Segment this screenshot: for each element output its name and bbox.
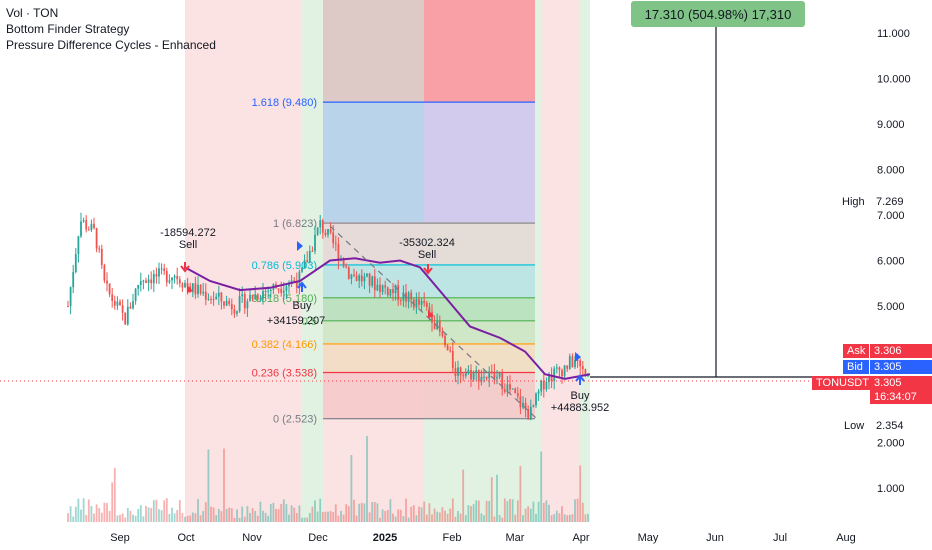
time-tick-label: Apr — [572, 532, 589, 544]
time-tick-label: Aug — [836, 532, 856, 544]
time-tick-label: May — [638, 532, 659, 544]
price-tick-label: 2.000 — [877, 438, 905, 450]
symbol-label: TONUSDT — [812, 376, 870, 390]
signal-value: -18594.272 — [160, 227, 216, 239]
time-tick-label: Sep — [110, 532, 130, 544]
fib-zone-above-grey — [323, 0, 424, 102]
sell-arrow-icon — [423, 264, 433, 275]
fib-retracement[interactable]: 1.618 (9.480)1 (6.823)0.786 (5.903)0.618… — [252, 0, 535, 426]
fib-level-label: 0.5 — [302, 316, 317, 328]
buy-arrow-icon — [575, 374, 585, 385]
low-label: Low — [840, 419, 869, 433]
high-label: High — [838, 195, 869, 209]
fib-zone-1618-blue — [323, 102, 424, 222]
fib-level-label: 0.236 (3.538) — [252, 368, 317, 380]
signal-value: +34159.207 — [267, 315, 325, 327]
time-tick-label: Oct — [177, 532, 194, 544]
candlesticks — [67, 212, 589, 421]
price-tick-label: 5.000 — [877, 301, 905, 313]
fib-zone-1-0786 — [323, 222, 535, 264]
time-tick-label: 2025 — [373, 532, 397, 544]
buy-arrow-icon — [297, 281, 307, 292]
signal-labels: -18594.272 Sell -35302.324 Sell Buy +341… — [160, 227, 609, 414]
time-tick-label: Jul — [773, 532, 787, 544]
volume-bars — [67, 435, 589, 522]
price-tick-label: 11.000 — [877, 28, 910, 40]
fib-level-label: 1 (6.823) — [273, 218, 317, 230]
time-tick-label: Feb — [443, 532, 462, 544]
fib-level-label: 0.382 (4.166) — [252, 339, 317, 351]
fib-zone-1618-violet — [424, 102, 535, 222]
ask-label: Ask — [843, 344, 869, 358]
fib-zone-0236-0 — [323, 372, 535, 418]
high-value: 7.269 — [876, 196, 904, 208]
indicator-vol[interactable]: Vol · TON — [6, 6, 59, 20]
price-tick-label: 1.000 — [877, 483, 905, 495]
price-tick-label: 10.000 — [877, 74, 911, 86]
fib-level-label: 1.618 (9.480) — [252, 97, 317, 109]
buy-triangle-icon — [297, 241, 303, 251]
price-tick-label: 7.000 — [877, 210, 905, 222]
signal-side: Sell — [179, 239, 197, 251]
price-tick-label: 8.000 — [877, 165, 905, 177]
signal-value: -35302.324 — [399, 237, 455, 249]
indicator-pressure-cycles[interactable]: Pressure Difference Cycles - Enhanced — [6, 38, 216, 52]
time-tick-label: Nov — [242, 532, 262, 544]
measure-tooltip: 17.310 (504.98%) 17,310 — [631, 1, 805, 27]
time-tick-label: Jun — [706, 532, 724, 544]
signal-value: +44883.952 — [551, 402, 609, 414]
fib-level-label: 0 (2.523) — [273, 414, 317, 426]
fib-level-label: 0.786 (5.903) — [252, 260, 317, 272]
time-tick-label: Dec — [308, 532, 328, 544]
cycle-green-zone — [580, 0, 590, 522]
time-tick-label: Mar — [506, 532, 525, 544]
price-tick-label: 9.000 — [877, 119, 905, 131]
sell-triangle-icon — [428, 310, 434, 318]
fib-zone-1618-grey — [424, 0, 535, 102]
time-axis[interactable]: Sep Oct Nov Dec 2025 Feb Mar Apr May Jun Jul Aug — [110, 532, 856, 544]
bid-label: Bid — [843, 360, 869, 374]
signal-side: Buy — [293, 300, 312, 312]
bar-countdown: 16:34:07 — [870, 390, 932, 404]
cycle-green-zone — [301, 0, 323, 522]
trend-dashed-line — [329, 225, 537, 419]
cycle-red-zone — [185, 0, 301, 522]
buy-triangle-icon — [575, 352, 581, 362]
sell-triangle-icon — [187, 285, 193, 293]
bid-value: 3.305 — [870, 360, 932, 374]
low-value: 2.354 — [876, 420, 904, 432]
signal-side: Buy — [571, 390, 590, 402]
cycle-red-zone — [541, 0, 580, 522]
signal-markers — [180, 241, 585, 385]
fib-zone-05-0382 — [323, 320, 535, 343]
fib-zone-0382-0236 — [323, 343, 535, 372]
indicator-bottom-finder[interactable]: Bottom Finder Strategy — [6, 22, 130, 36]
ask-value: 3.306 — [870, 344, 932, 358]
signal-side: Sell — [418, 249, 436, 261]
sell-arrow-icon — [180, 262, 190, 273]
last-price: 3.305 — [870, 376, 932, 390]
price-tick-label: 6.000 — [877, 256, 905, 268]
moving-average-line — [184, 257, 591, 380]
